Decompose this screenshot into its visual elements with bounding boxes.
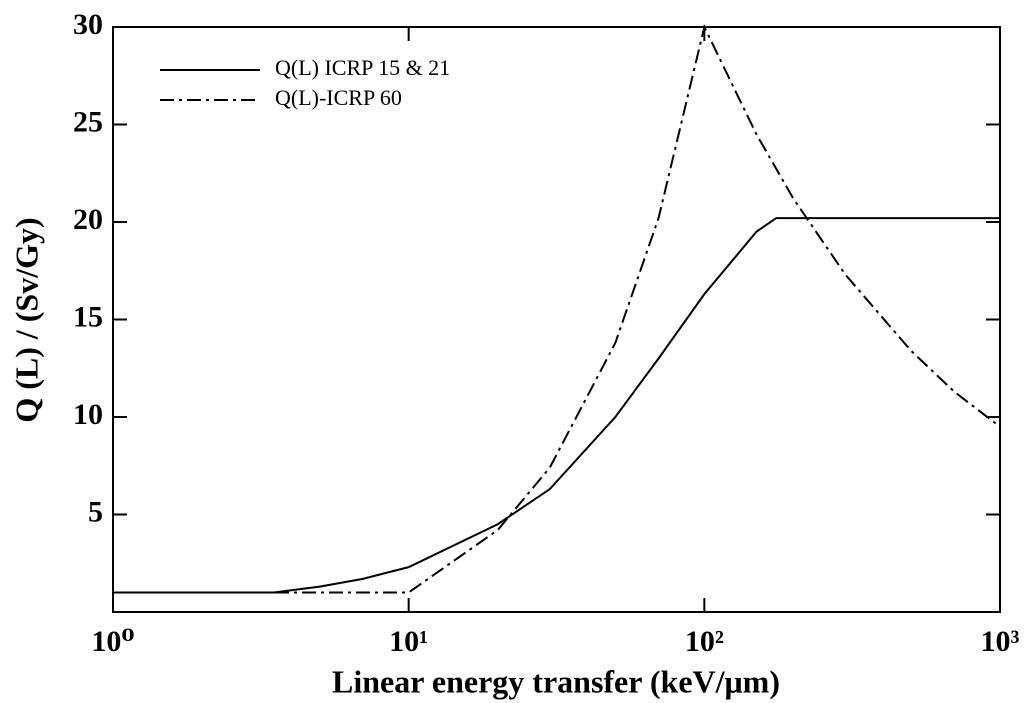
plot-frame (112, 26, 1001, 613)
y-tick-label: 20 (73, 203, 103, 236)
y-axis-label: Q (L) / (Sv/Gy) (8, 217, 44, 422)
y-tick-label: 10 (73, 398, 103, 431)
x-tick-label: 10³ (981, 625, 1020, 658)
legend-label: Q(L)-ICRP 60 (275, 85, 402, 110)
y-tick-label: 25 (73, 105, 103, 138)
data-line (113, 24, 1001, 594)
x-tick-label: 10¹ (389, 625, 428, 658)
x-tick-label: 10⁰ (91, 625, 134, 658)
y-tick-label: 30 (73, 8, 103, 41)
data-line (113, 217, 1000, 594)
x-tick-label: 10² (685, 625, 724, 658)
x-axis-label: Linear energy transfer (keV/μm) (332, 663, 780, 699)
y-tick-label: 15 (73, 300, 103, 333)
legend-label: Q(L) ICRP 15 & 21 (275, 55, 450, 80)
y-tick-label: 5 (88, 495, 103, 528)
